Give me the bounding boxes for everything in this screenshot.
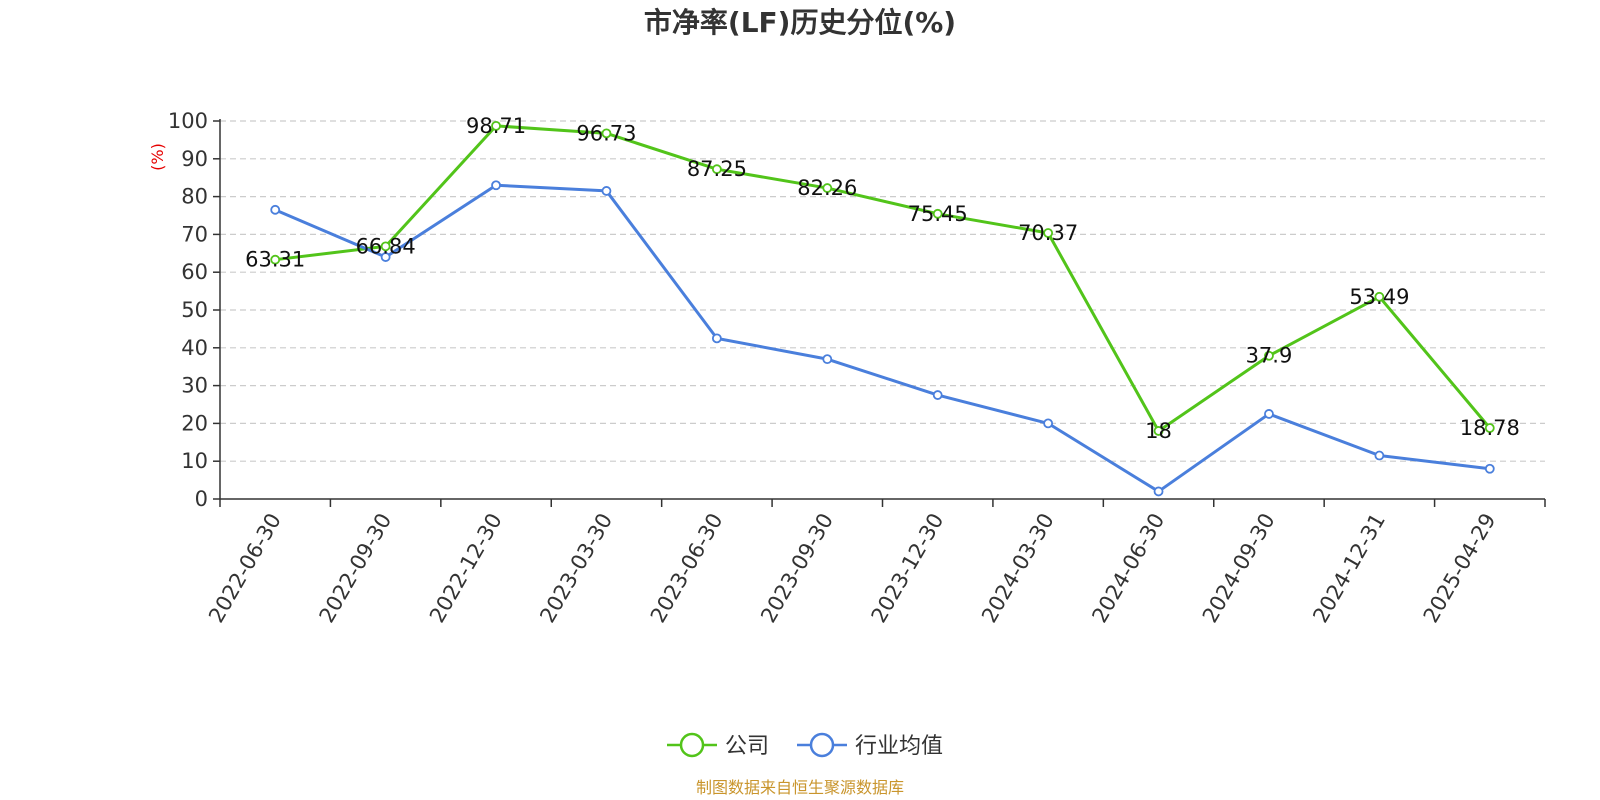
data-point	[601, 186, 612, 196]
chart-title: 市净率(LF)历史分位(%)	[644, 6, 956, 39]
legend-label: 公司	[725, 734, 769, 759]
x-tick-label: 2022-12-30	[425, 509, 507, 627]
series-line-1	[275, 124, 1491, 433]
data-point	[380, 241, 391, 252]
series-line-2	[274, 183, 1490, 493]
y-tick-label: 10	[181, 449, 208, 473]
x-tick-label: 2024-06-30	[1087, 509, 1169, 627]
y-tick-label: 80	[181, 185, 208, 209]
y-tick-label: 50	[181, 298, 208, 322]
y-tick-label: 40	[181, 336, 208, 360]
x-tick-label: 2023-06-30	[646, 509, 728, 627]
data-point	[1043, 418, 1054, 429]
y-tick-label: 100	[168, 109, 208, 133]
data-label: 96.73	[576, 121, 636, 145]
y-tick-label: 90	[181, 147, 208, 171]
data-label: 63.31	[245, 248, 305, 272]
data-label: 37.9	[1246, 344, 1293, 368]
data-point	[1264, 409, 1274, 419]
data-point	[711, 164, 722, 175]
y-tick-label: 0	[195, 487, 208, 511]
legend-item[interactable]: 行业均值	[797, 732, 943, 759]
x-tick-label: 2025-04-29	[1419, 509, 1501, 627]
data-label: 82.26	[797, 176, 857, 200]
x-tick-label: 2022-06-30	[204, 509, 286, 627]
y-tick-label: 60	[181, 260, 208, 284]
data-label: 18.78	[1460, 416, 1520, 440]
data-point	[380, 252, 391, 262]
data-point	[491, 180, 501, 191]
data-point	[1484, 463, 1495, 474]
series-lines	[270, 120, 1495, 497]
x-tick-label: 2023-03-30	[535, 509, 617, 627]
y-tick-label: 20	[181, 411, 208, 435]
data-point	[270, 204, 281, 215]
y-tick-label: 30	[181, 374, 208, 398]
data-point	[822, 183, 833, 193]
data-point	[1484, 423, 1495, 433]
data-label: 18	[1145, 419, 1172, 443]
source-note: 制图数据来自恒生聚源数据库	[696, 778, 904, 797]
data-label: 75.45	[908, 202, 968, 226]
data-label: 70.37	[1018, 221, 1078, 245]
x-tick-label: 2024-03-30	[977, 509, 1059, 627]
data-point	[822, 354, 833, 365]
x-tick-label: 2022-09-30	[315, 509, 397, 627]
x-tick-label: 2024-12-31	[1308, 509, 1390, 627]
data-point	[932, 390, 943, 400]
x-tick-label: 2023-12-30	[867, 509, 949, 627]
data-label: 66.84	[356, 234, 416, 258]
data-label: 87.25	[687, 157, 747, 181]
y-tick-label: 70	[181, 222, 208, 246]
data-point	[270, 254, 281, 265]
data-point	[711, 333, 722, 344]
data-point	[1374, 291, 1385, 302]
x-tick-label: 2023-09-30	[756, 509, 838, 627]
data-point	[601, 128, 612, 139]
y-axis-label: (%)	[148, 143, 167, 171]
legend-marker	[679, 732, 705, 758]
data-labels: 63.31 66.84 98.71 96.73 87.25 82.26 75.45 70.37…	[245, 114, 1520, 443]
data-point	[1264, 350, 1274, 361]
data-point	[932, 208, 943, 219]
legend-item[interactable]: 公司	[667, 732, 769, 759]
data-point	[1374, 450, 1385, 461]
legend[interactable]: 公司 行业均值	[667, 732, 943, 759]
x-tick-label: 2024-09-30	[1198, 509, 1280, 627]
legend-marker	[809, 732, 835, 758]
data-point	[1153, 426, 1164, 436]
data-point	[1043, 228, 1054, 238]
data-label: 98.71	[466, 114, 526, 138]
grid-lines	[220, 120, 1545, 462]
data-label: 53.49	[1349, 285, 1409, 309]
data-point	[491, 120, 501, 131]
data-point	[1153, 486, 1164, 497]
legend-label: 行业均值	[855, 734, 943, 759]
